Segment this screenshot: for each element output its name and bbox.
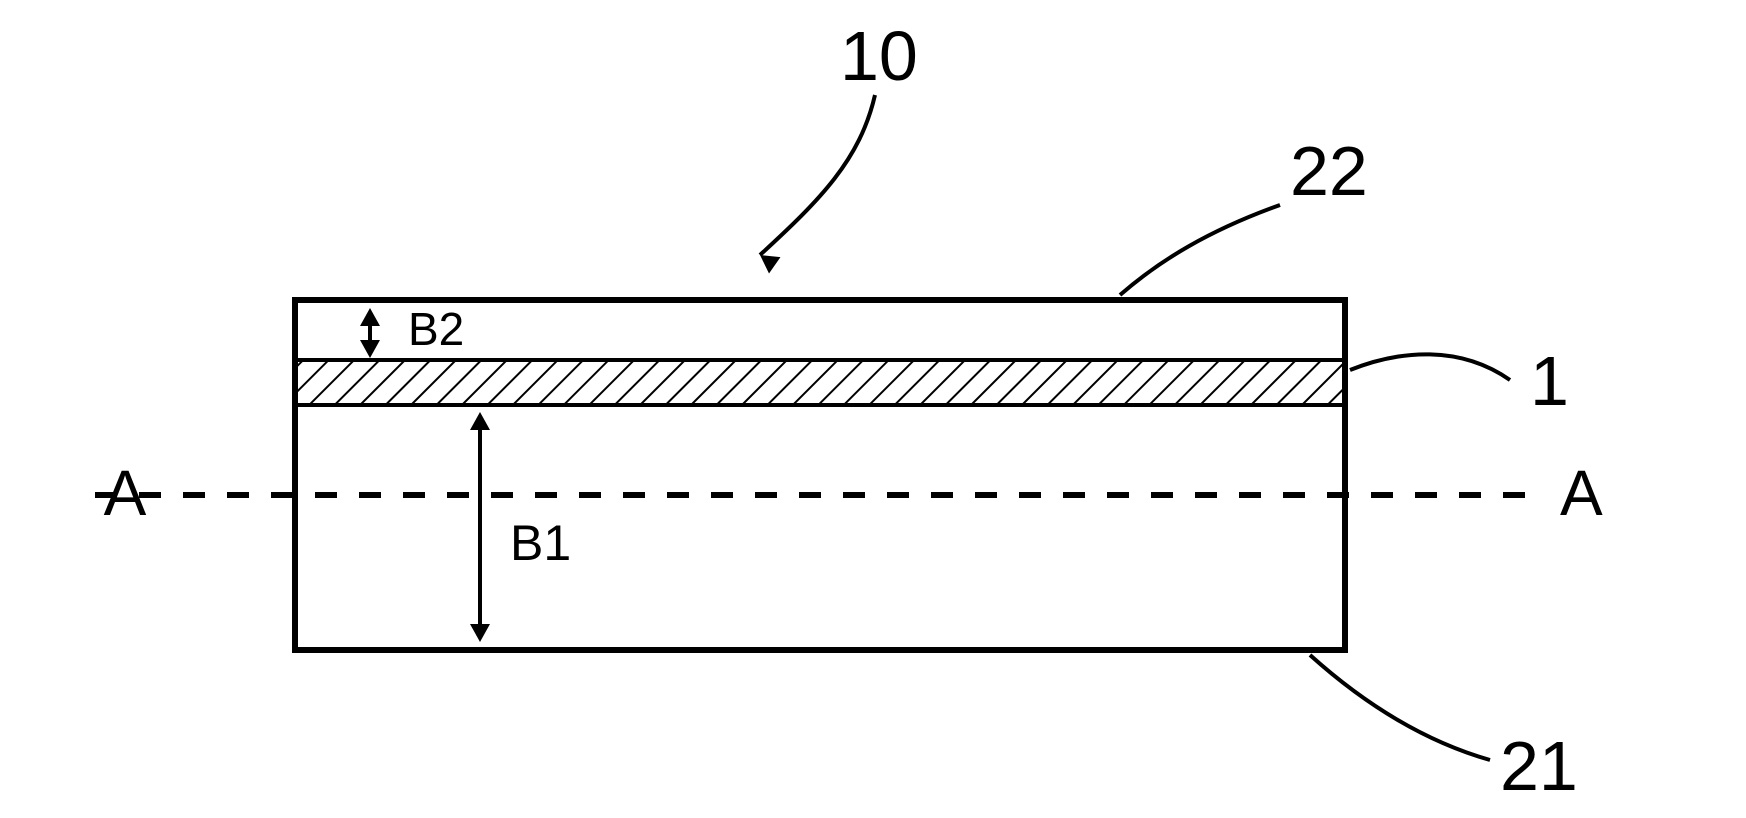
callout-1-leader (1350, 354, 1510, 380)
callout-1-label: 1 (1530, 342, 1569, 420)
callout-22-leader (1120, 205, 1280, 295)
callout-21-leader (1310, 655, 1490, 760)
dim-b2-label: B2 (408, 303, 464, 355)
callout-10-leader (760, 95, 875, 255)
section-label-a-left: A (104, 457, 147, 529)
section-label-a-right: A (1560, 457, 1603, 529)
callout-10-label: 10 (840, 17, 918, 95)
layer-1-hatched (295, 360, 1345, 405)
callout-21-label: 21 (1500, 727, 1578, 805)
callout-22-label: 22 (1290, 132, 1368, 210)
dim-b1-label: B1 (510, 515, 571, 571)
